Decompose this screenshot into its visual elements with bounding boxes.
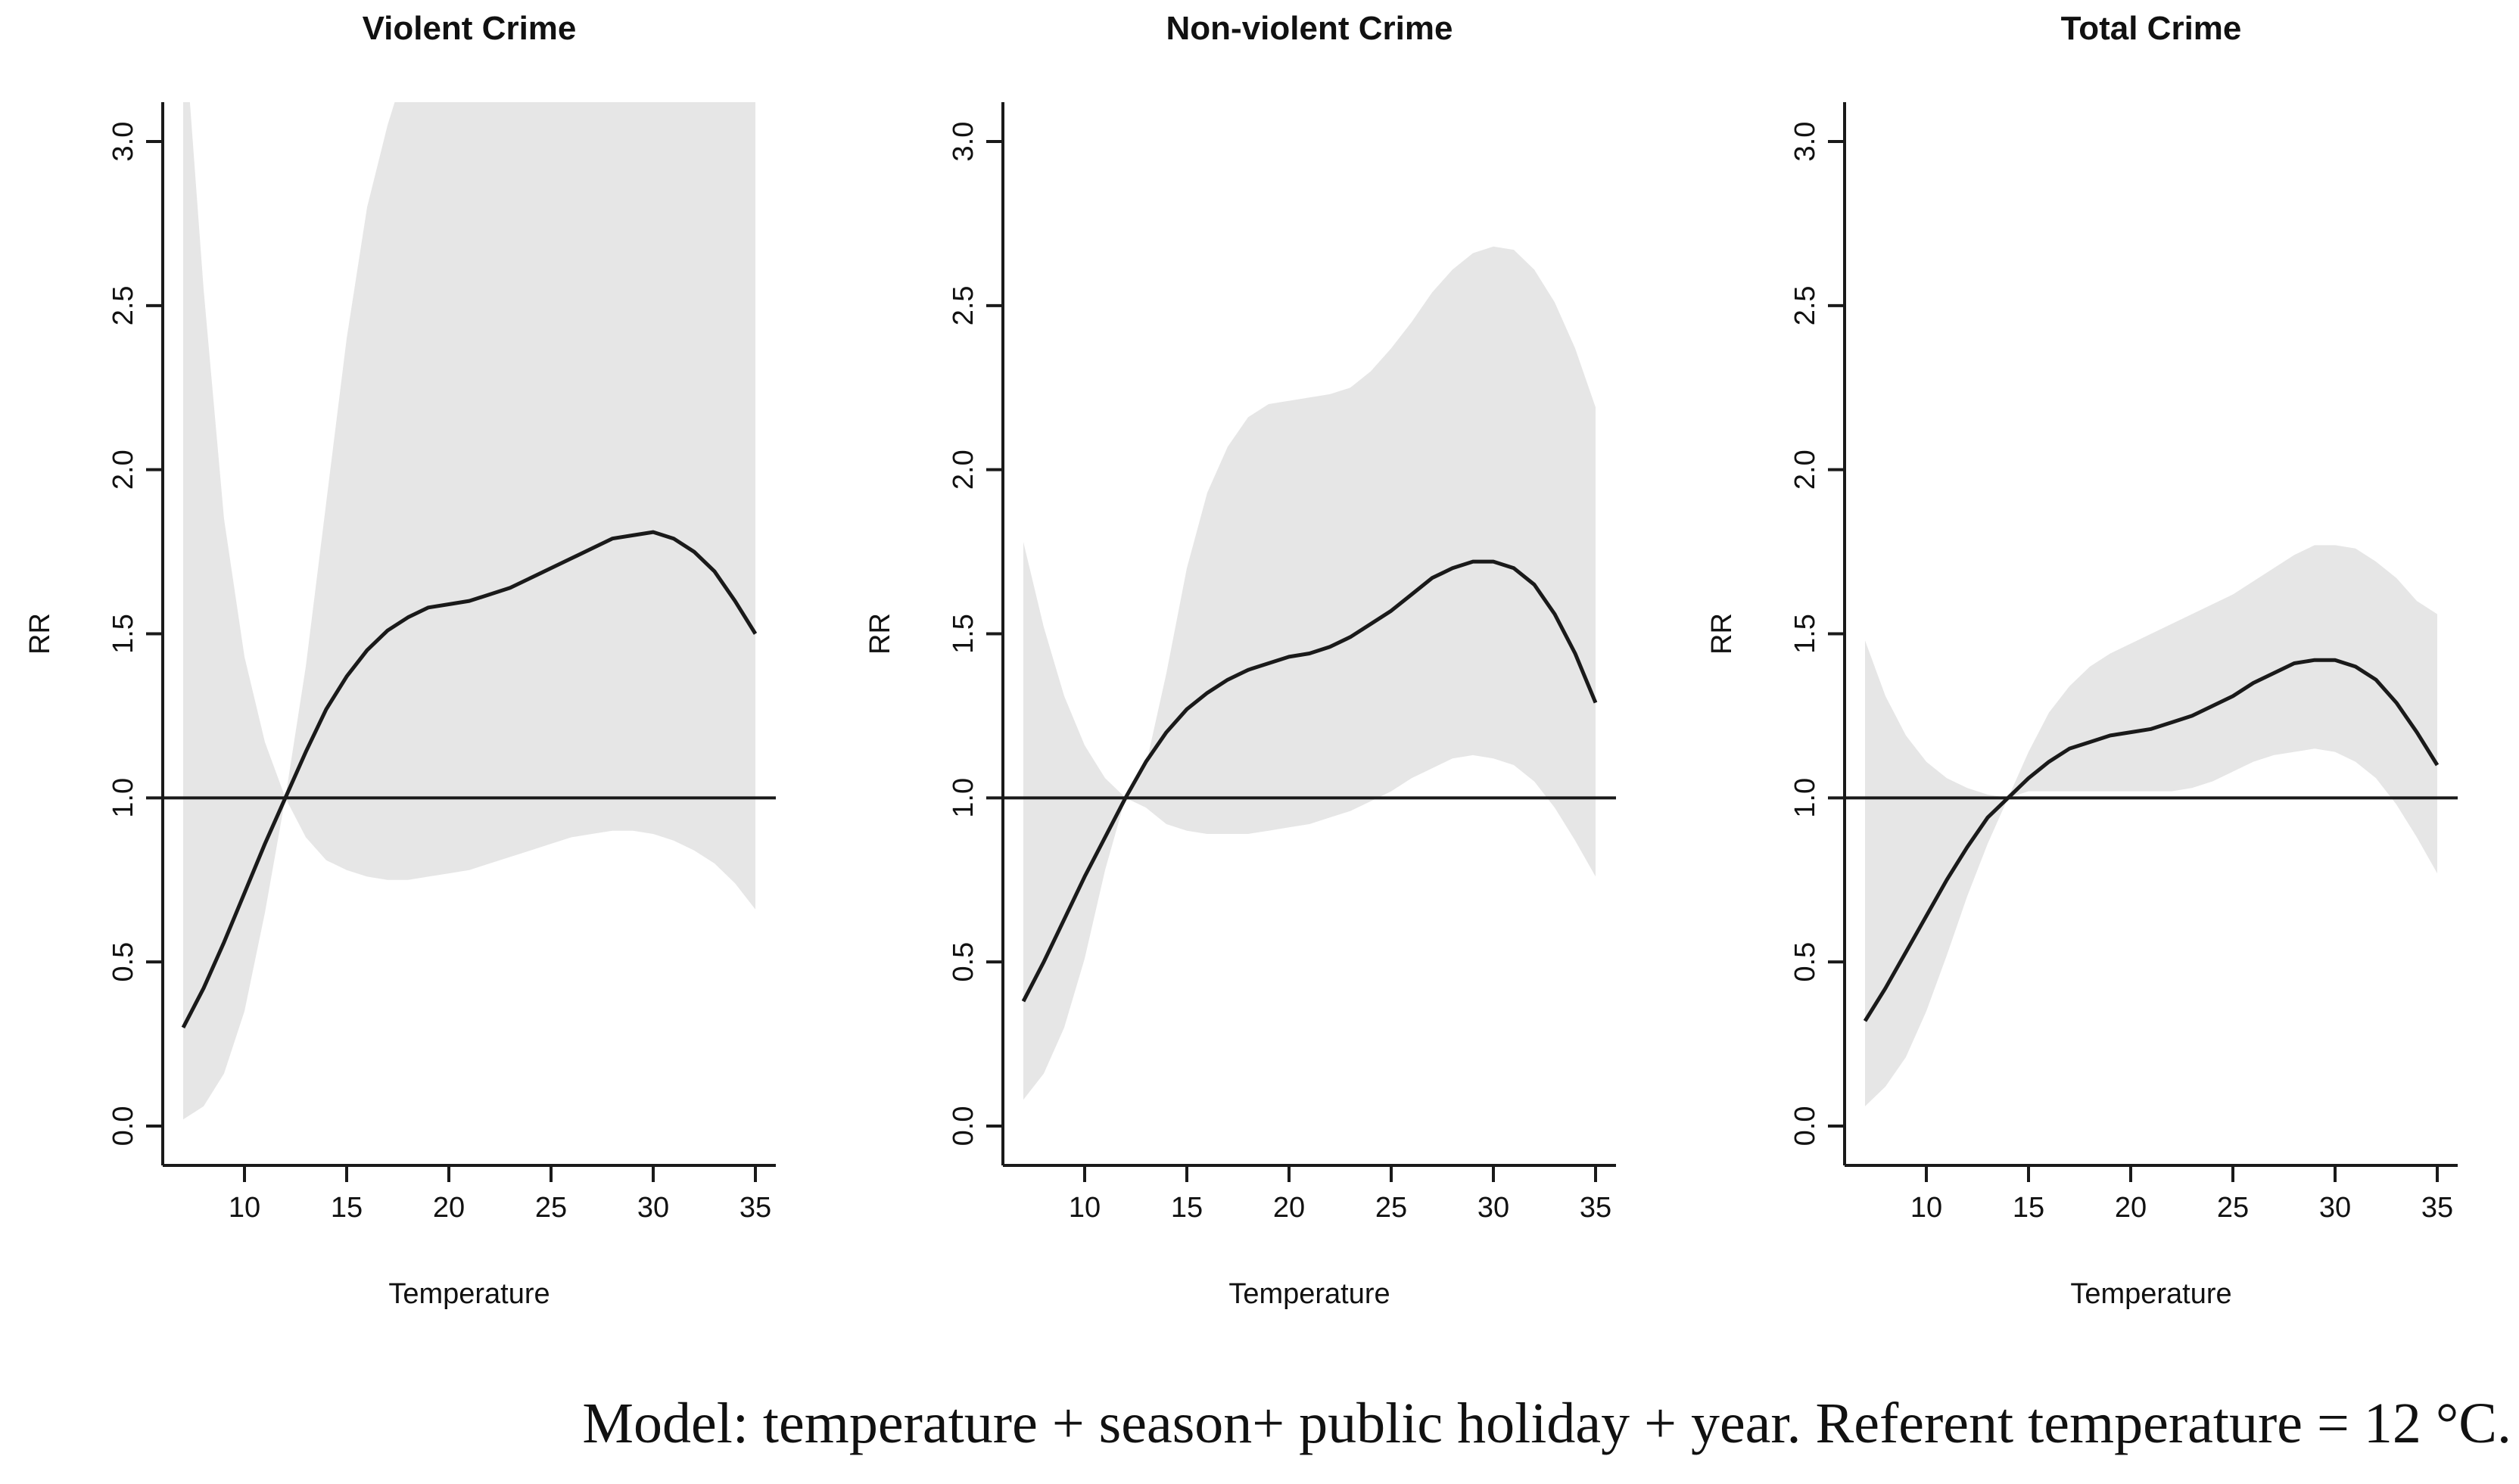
chart-panel-1: 0.0 0.5 1.0 1.5 2.0 2.5 3.0 10 15 20 25 30 35 Violent… — [24, 10, 776, 1310]
confidence-band — [183, 102, 755, 1120]
x-tick-label: 10 — [1069, 1192, 1101, 1224]
y-tick-label: 2.5 — [1789, 285, 1821, 325]
x-tick-label: 25 — [2217, 1192, 2249, 1224]
x-tick-label: 30 — [1477, 1192, 1509, 1224]
y-tick-label: 2.0 — [1789, 450, 1821, 490]
y-tick-label: 0.5 — [948, 942, 979, 982]
y-tick-label: 2.0 — [107, 450, 139, 490]
y-tick-label: 3.0 — [107, 122, 139, 162]
x-tick-label: 25 — [535, 1192, 567, 1224]
figure: 0.0 0.5 1.0 1.5 2.0 2.5 3.0 10 15 20 25 30 35 Violent… — [24, 10, 2458, 1310]
y-axis-label: RR — [1706, 613, 1738, 655]
y-tick-label: 3.0 — [948, 122, 979, 162]
y-tick-label: 0.0 — [1789, 1106, 1821, 1146]
x-tick-label: 35 — [740, 1192, 771, 1224]
y-tick-label: 1.0 — [948, 778, 979, 818]
x-tick-label: 10 — [1910, 1192, 1942, 1224]
chart-panel-3: 0.0 0.5 1.0 1.5 2.0 2.5 3.0 10 15 20 25 30 35 Total C… — [1706, 10, 2458, 1310]
y-tick-label: 1.5 — [107, 614, 139, 654]
x-tick-label: 15 — [1171, 1192, 1203, 1224]
confidence-band — [1023, 246, 1596, 1100]
y-tick-label: 2.5 — [948, 285, 979, 325]
figure-caption: Model: temperature + season+ public holi… — [582, 1392, 2511, 1455]
y-axis-label: RR — [864, 613, 896, 655]
x-axis-label: Temperature — [1228, 1278, 1390, 1310]
y-axis-label: RR — [24, 613, 56, 655]
y-tick-label: 3.0 — [1789, 122, 1821, 162]
chart-title: Violent Crime — [363, 10, 577, 47]
x-tick-label: 15 — [2013, 1192, 2044, 1224]
x-tick-label: 10 — [229, 1192, 260, 1224]
x-tick-label: 30 — [637, 1192, 669, 1224]
rr-curve — [1863, 658, 2440, 1022]
x-tick-label: 30 — [2319, 1192, 2351, 1224]
y-tick-label: 2.0 — [948, 450, 979, 490]
y-tick-label: 1.5 — [948, 614, 979, 654]
y-tick-label: 1.0 — [1789, 778, 1821, 818]
chart-title: Non-violent Crime — [1166, 10, 1453, 47]
x-axis-label: Temperature — [388, 1278, 550, 1310]
chart-title: Total Crime — [2061, 10, 2242, 47]
y-tick-label: 2.5 — [107, 285, 139, 325]
y-tick-label: 1.0 — [107, 778, 139, 818]
y-tick-label: 0.5 — [1789, 942, 1821, 982]
y-tick-label: 0.5 — [107, 942, 139, 982]
x-tick-label: 20 — [2115, 1192, 2147, 1224]
chart-panel-2: 0.0 0.5 1.0 1.5 2.0 2.5 3.0 10 15 20 25 30 35 Non-vio… — [864, 10, 1616, 1310]
rr-curve — [1021, 559, 1598, 1003]
x-tick-label: 25 — [1375, 1192, 1407, 1224]
x-tick-label: 35 — [2421, 1192, 2453, 1224]
y-tick-label: 0.0 — [948, 1106, 979, 1146]
x-tick-label: 15 — [331, 1192, 363, 1224]
rr-curve — [181, 530, 758, 1029]
confidence-band — [1865, 545, 2437, 1106]
x-tick-label: 20 — [1273, 1192, 1305, 1224]
y-tick-label: 0.0 — [107, 1106, 139, 1146]
x-axis-label: Temperature — [2070, 1278, 2231, 1310]
x-tick-label: 35 — [1580, 1192, 1611, 1224]
y-tick-label: 1.5 — [1789, 614, 1821, 654]
x-tick-label: 20 — [433, 1192, 465, 1224]
